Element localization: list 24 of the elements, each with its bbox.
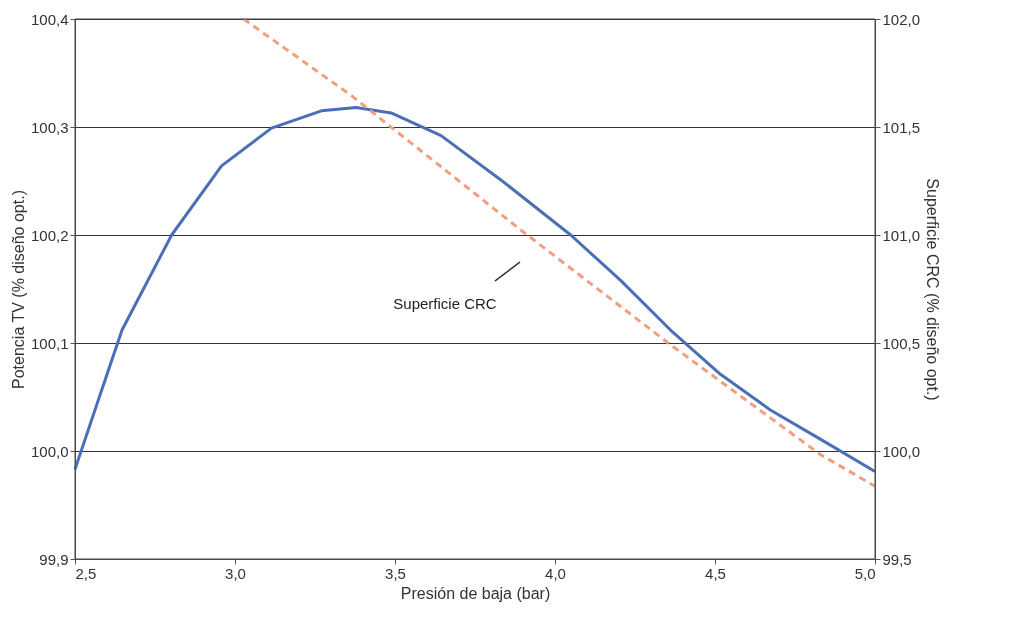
y-tick-label: 100,4 [30,10,69,28]
y-tick-label: 100,2 [30,226,69,244]
x-tick-label: 4,0 [545,564,566,582]
y-tick-label: 100,3 [30,118,69,136]
x-tick-label: 2,5 [75,564,97,582]
y2-tick-label: 101,0 [882,226,921,244]
y2-tick-label: 101,5 [882,118,921,136]
x-tick-label: 3,5 [385,564,406,582]
y2-tick-label: 100,0 [882,442,921,460]
y-tick-label: 99,9 [39,550,69,568]
line-series [73,106,877,474]
line-series [242,17,877,488]
x-axis-title: Presión de baja (bar) [400,584,551,602]
x-tick-label: 3,0 [225,564,246,582]
y2-axis-title: Superficie CRC (% diseño opt.) [924,178,942,401]
y2-tick-label: 102,0 [882,10,921,28]
y2-tick-label: 100,5 [882,334,921,352]
y-tick-label: 100,1 [30,334,69,352]
x-tick-label: 5,0 [854,564,876,582]
y-axis-title: Potencia TV (% diseño opt.) [9,190,27,389]
y-tick-label: 100,0 [30,442,69,460]
x-tick-label: 4,5 [705,564,726,582]
y2-tick-label: 99,5 [882,550,912,568]
annotation: Superficie CRC [393,295,497,312]
